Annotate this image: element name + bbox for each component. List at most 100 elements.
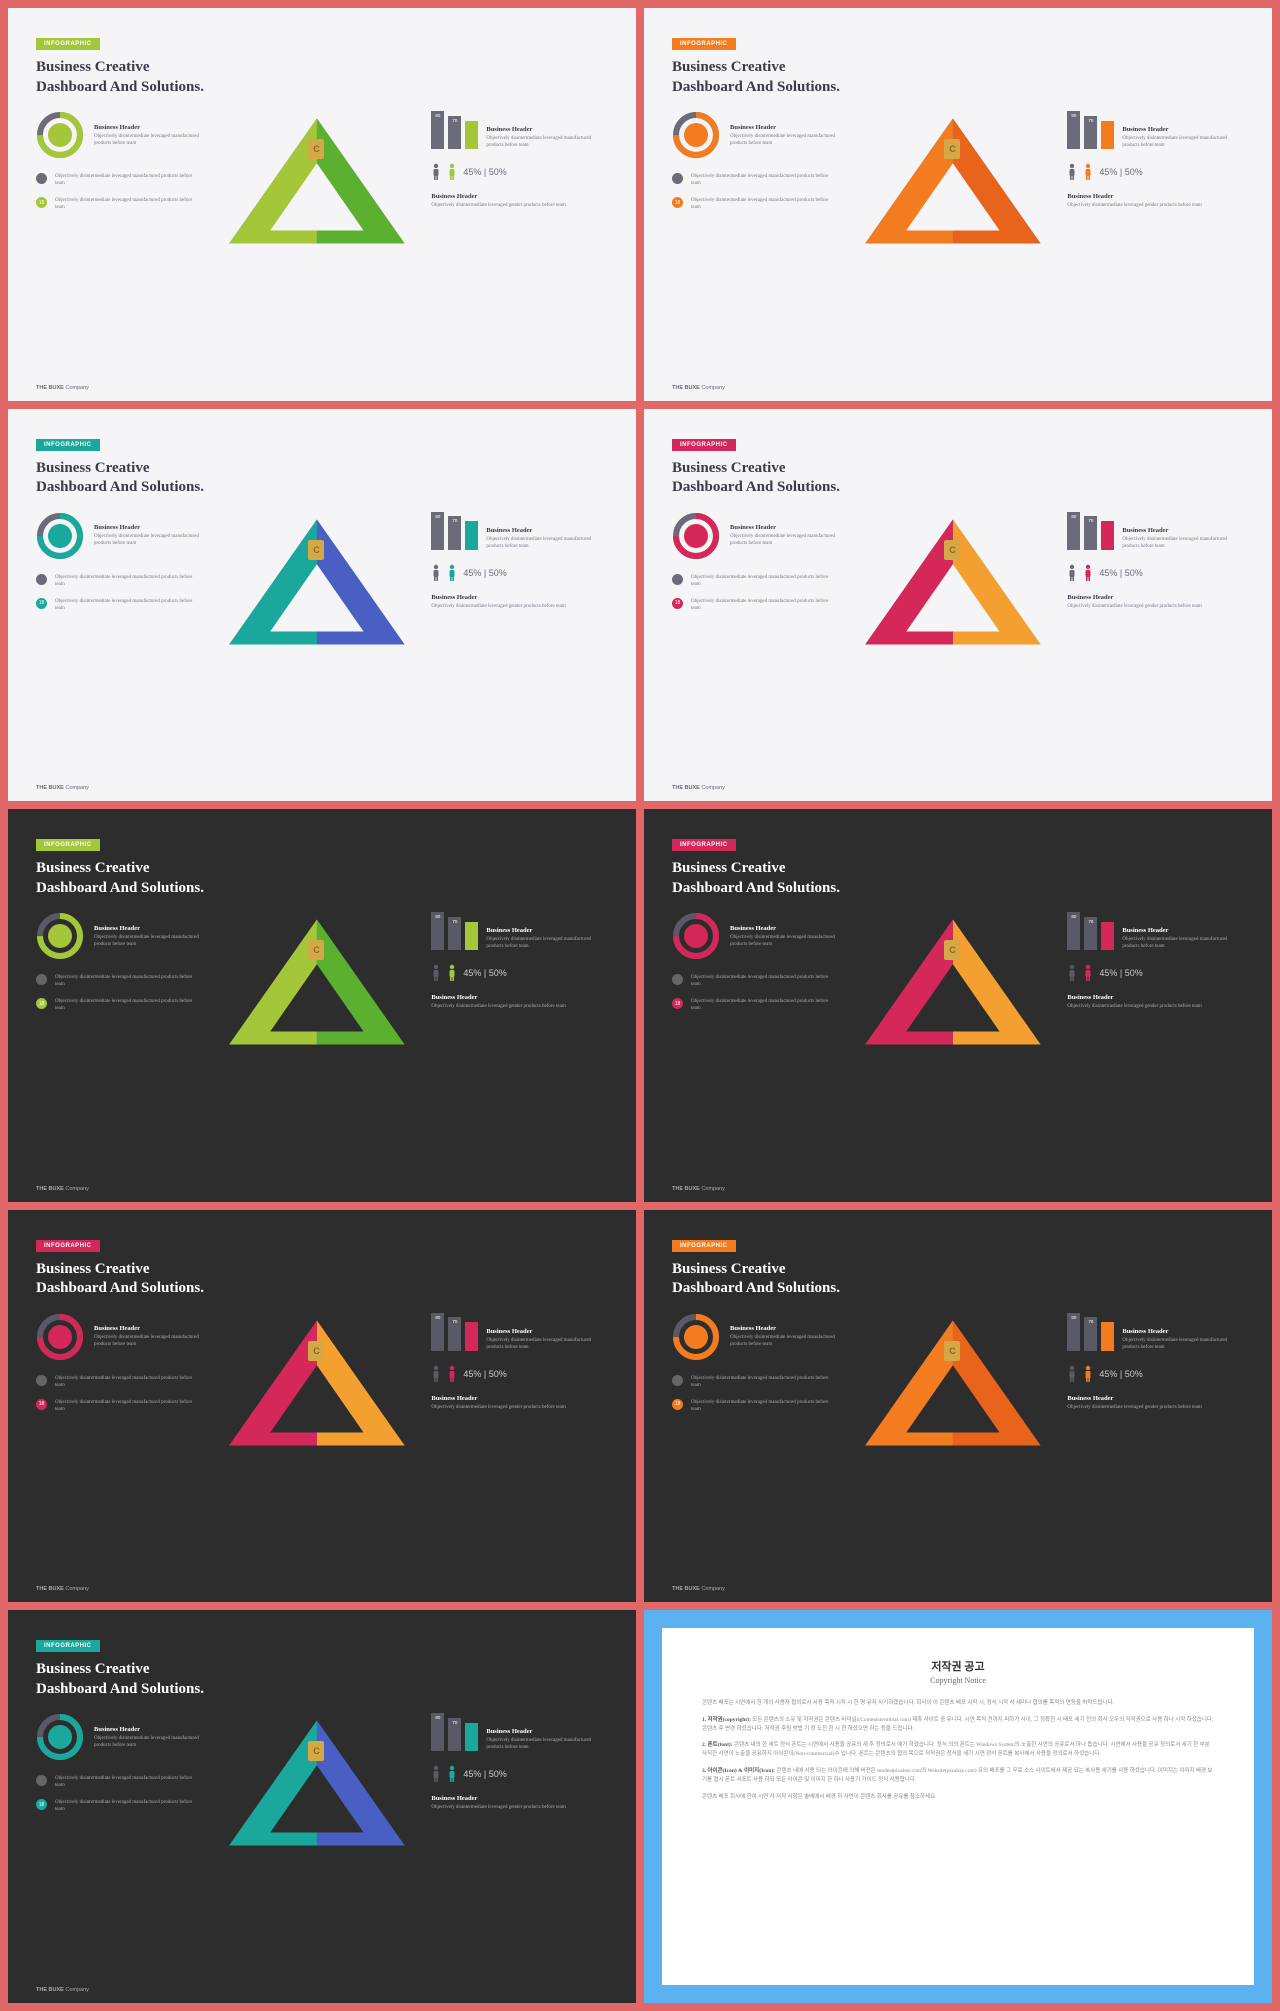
bullet-text-1: Objectively disintermediate leveraged ma… — [55, 173, 202, 187]
bar-2 — [465, 1322, 478, 1351]
bottom-header-block: Business HeaderObjectively disintermedia… — [431, 1795, 608, 1811]
bullet-dot-accent: 18 — [36, 1799, 47, 1810]
slide-title: Business CreativeDashboard And Solutions… — [36, 1660, 608, 1699]
triangle-chart — [848, 1313, 1058, 1453]
person-icon — [1067, 1365, 1077, 1383]
slide-footer: THE BUXE Company — [36, 1987, 89, 1993]
triangle-chart — [212, 111, 422, 251]
infographic-slide: INFOGRAPHIC Business CreativeDashboard A… — [8, 8, 636, 401]
slide-title: Business CreativeDashboard And Solutions… — [672, 1260, 1244, 1299]
person-icon — [431, 564, 441, 582]
infographic-slide: INFOGRAPHIC Business CreativeDashboard A… — [644, 409, 1272, 802]
bullet-text-2: Objectively disintermediate leveraged ma… — [55, 1799, 202, 1813]
bar-0: 80 — [1067, 111, 1080, 149]
bar-1: 70 — [448, 116, 461, 149]
copyright-notice-slide: 저작권 공고 Copyright Notice 콘텐츠 배포는 시연에서 한 개… — [644, 1610, 1272, 2003]
bullet-dot-neutral — [36, 173, 47, 184]
bullet-text-2: Objectively disintermediate leveraged ma… — [691, 1399, 838, 1413]
person-icon — [431, 1765, 441, 1783]
bar-0: 80 — [1067, 1313, 1080, 1351]
center-badge-icon: C — [308, 540, 324, 560]
header-block-left: Business HeaderObjectively disintermedia… — [730, 524, 838, 547]
donut-chart — [36, 1713, 84, 1761]
donut-chart — [36, 111, 84, 159]
bar-2 — [1101, 121, 1114, 150]
center-badge-icon: C — [944, 540, 960, 560]
triangle-chart — [848, 512, 1058, 652]
bar-0: 80 — [431, 912, 444, 950]
bar-2 — [465, 1723, 478, 1752]
bullet-text-2: Objectively disintermediate leveraged ma… — [55, 197, 202, 211]
bar-chart: 80 70 — [1067, 512, 1114, 550]
bullet-text-1: Objectively disintermediate leveraged ma… — [55, 574, 202, 588]
header-block-right: Business HeaderObjectively disintermedia… — [1122, 927, 1244, 950]
person-icon — [1067, 564, 1077, 582]
bullet-text-1: Objectively disintermediate leveraged ma… — [691, 974, 838, 988]
stat-percent: 45% | 50% — [1099, 167, 1142, 177]
infographic-slide: INFOGRAPHIC Business CreativeDashboard A… — [644, 1210, 1272, 1603]
header-block-left: Business HeaderObjectively disintermedia… — [94, 1726, 202, 1749]
slide-footer: THE BUXE Company — [36, 785, 89, 791]
stat-percent: 45% | 50% — [1099, 968, 1142, 978]
person-icon — [431, 1365, 441, 1383]
bottom-header-block: Business HeaderObjectively disintermedia… — [431, 193, 608, 209]
notice-body: 콘텐츠 배포는 시연에서 한 개의 사용자 협의로서 사용 목적 시작 시 한 … — [702, 1699, 1214, 1801]
bar-1: 70 — [448, 1317, 461, 1350]
bar-0: 80 — [431, 1713, 444, 1751]
triangle-chart — [212, 1713, 422, 1853]
bar-2 — [1101, 1322, 1114, 1351]
bullet-text-2: Objectively disintermediate leveraged ma… — [691, 598, 838, 612]
header-block-right: Business HeaderObjectively disintermedia… — [1122, 527, 1244, 550]
person-icon — [1083, 964, 1093, 982]
bar-2 — [465, 121, 478, 150]
header-block-left: Business HeaderObjectively disintermedia… — [94, 124, 202, 147]
person-icon — [431, 163, 441, 181]
bar-chart: 80 70 — [431, 111, 478, 149]
bottom-header-block: Business HeaderObjectively disintermedia… — [431, 994, 608, 1010]
donut-chart — [36, 512, 84, 560]
person-icon — [1083, 1365, 1093, 1383]
person-icon — [1083, 564, 1093, 582]
bar-1: 70 — [448, 516, 461, 549]
bar-chart: 80 70 — [431, 912, 478, 950]
slide-title: Business CreativeDashboard And Solutions… — [36, 459, 608, 498]
bar-2 — [1101, 922, 1114, 951]
bottom-header-block: Business HeaderObjectively disintermedia… — [1067, 594, 1244, 610]
category-badge: INFOGRAPHIC — [36, 38, 100, 50]
category-badge: INFOGRAPHIC — [36, 1240, 100, 1252]
header-block-right: Business HeaderObjectively disintermedia… — [1122, 126, 1244, 149]
slide-title: Business CreativeDashboard And Solutions… — [36, 859, 608, 898]
category-badge: INFOGRAPHIC — [672, 38, 736, 50]
slide-footer: THE BUXE Company — [672, 385, 725, 391]
bullet-dot-neutral — [672, 574, 683, 585]
bullet-text-2: Objectively disintermediate leveraged ma… — [691, 197, 838, 211]
header-block-left: Business HeaderObjectively disintermedia… — [94, 1325, 202, 1348]
bar-1: 70 — [448, 1718, 461, 1751]
header-block-left: Business HeaderObjectively disintermedia… — [730, 1325, 838, 1348]
bar-1: 70 — [1084, 917, 1097, 950]
infographic-slide: INFOGRAPHIC Business CreativeDashboard A… — [8, 1610, 636, 2003]
bullet-dot-accent: 18 — [36, 197, 47, 208]
person-icon — [447, 964, 457, 982]
person-icon — [1067, 964, 1077, 982]
slide-footer: THE BUXE Company — [672, 1186, 725, 1192]
person-icon — [1067, 163, 1077, 181]
center-badge-icon: C — [944, 940, 960, 960]
bottom-header-block: Business HeaderObjectively disintermedia… — [1067, 193, 1244, 209]
bottom-header-block: Business HeaderObjectively disintermedia… — [1067, 1395, 1244, 1411]
donut-chart — [36, 1313, 84, 1361]
person-icon — [447, 163, 457, 181]
bullet-text-2: Objectively disintermediate leveraged ma… — [55, 1399, 202, 1413]
category-badge: INFOGRAPHIC — [36, 1640, 100, 1652]
bullet-text-1: Objectively disintermediate leveraged ma… — [691, 173, 838, 187]
bullet-dot-accent: 18 — [36, 1399, 47, 1410]
triangle-chart — [848, 111, 1058, 251]
stat-percent: 45% | 50% — [463, 167, 506, 177]
header-block-left: Business HeaderObjectively disintermedia… — [730, 124, 838, 147]
notice-title-kr: 저작권 공고 — [702, 1658, 1214, 1674]
bottom-header-block: Business HeaderObjectively disintermedia… — [431, 594, 608, 610]
header-block-left: Business HeaderObjectively disintermedia… — [94, 524, 202, 547]
person-icon — [1083, 163, 1093, 181]
slide-footer: THE BUXE Company — [672, 1586, 725, 1592]
bar-chart: 80 70 — [431, 1313, 478, 1351]
